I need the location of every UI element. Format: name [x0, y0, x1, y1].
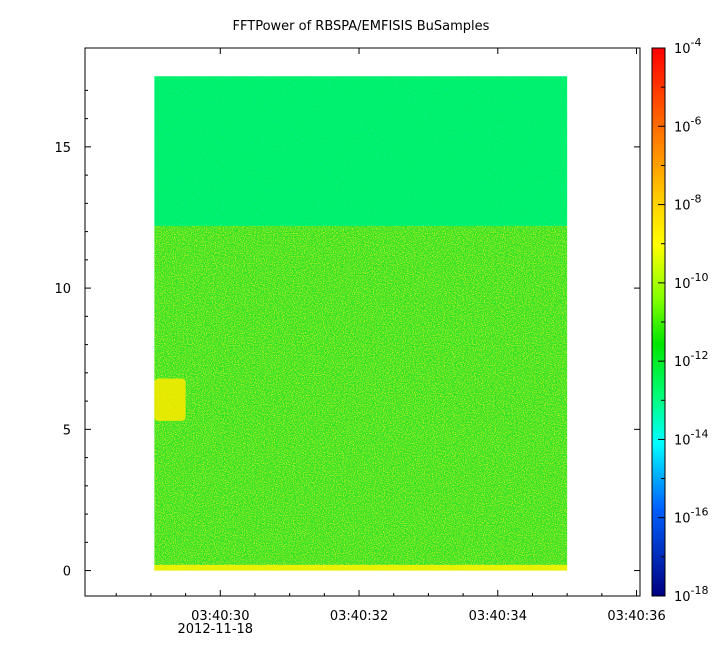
- x-tick-label: 03:40:32: [330, 609, 388, 624]
- heatmap-region-bottom-edge: [154, 564, 568, 571]
- colorbar-axis: 10-4 10-6 10-8 10-10 10-12 10-14 10-16 10-18: [658, 36, 709, 605]
- colorbar-tick-exponent: -12: [691, 349, 709, 362]
- colorbar-tick-label: 10-8: [674, 193, 702, 214]
- y-tick-label: 0: [63, 565, 71, 580]
- x-tick-label: 03:40:30: [191, 609, 249, 624]
- colorbar-tick-label: 10-16: [674, 506, 709, 527]
- colorbar-tick-exponent: -14: [691, 427, 709, 440]
- heatmap-region-upper-band: [154, 76, 568, 226]
- colorbar-tick-exponent: -4: [691, 36, 702, 49]
- y-tick-label: 15: [54, 141, 71, 156]
- colorbar-tick-exponent: -10: [691, 271, 709, 284]
- heatmap-layer: [154, 76, 568, 571]
- colorbar-tick-exponent: -18: [691, 584, 709, 597]
- colorbar-tick-exponent: -6: [691, 114, 702, 127]
- x-tick-sublabel: 2012-11-18: [178, 622, 254, 637]
- heatmap-region-burst: [154, 378, 186, 421]
- colorbar-tick-label: 10-12: [674, 349, 709, 370]
- colorbar-tick-exponent: -16: [691, 506, 709, 519]
- colorbar-tick-exponent: -8: [691, 193, 702, 206]
- heatmap-region-lower-band: [154, 225, 568, 565]
- colorbar-tick-label: 10-4: [674, 36, 702, 57]
- colorbar-tick-label: 10-10: [674, 271, 709, 292]
- colorbar-tick-label: 10-18: [674, 584, 709, 605]
- colorbar-tick-label: 10-14: [674, 427, 709, 448]
- colorbar-tick-label: 10-6: [674, 114, 702, 135]
- y-tick-label: 5: [63, 423, 71, 438]
- x-tick-label: 03:40:36: [607, 609, 665, 624]
- y-axis: 0 5 10 15: [54, 89, 640, 580]
- y-tick-label: 10: [54, 282, 71, 297]
- x-tick-label: 03:40:34: [469, 609, 527, 624]
- chart-title: FFTPower of RBSPA/EMFISIS BuSamples: [233, 19, 490, 34]
